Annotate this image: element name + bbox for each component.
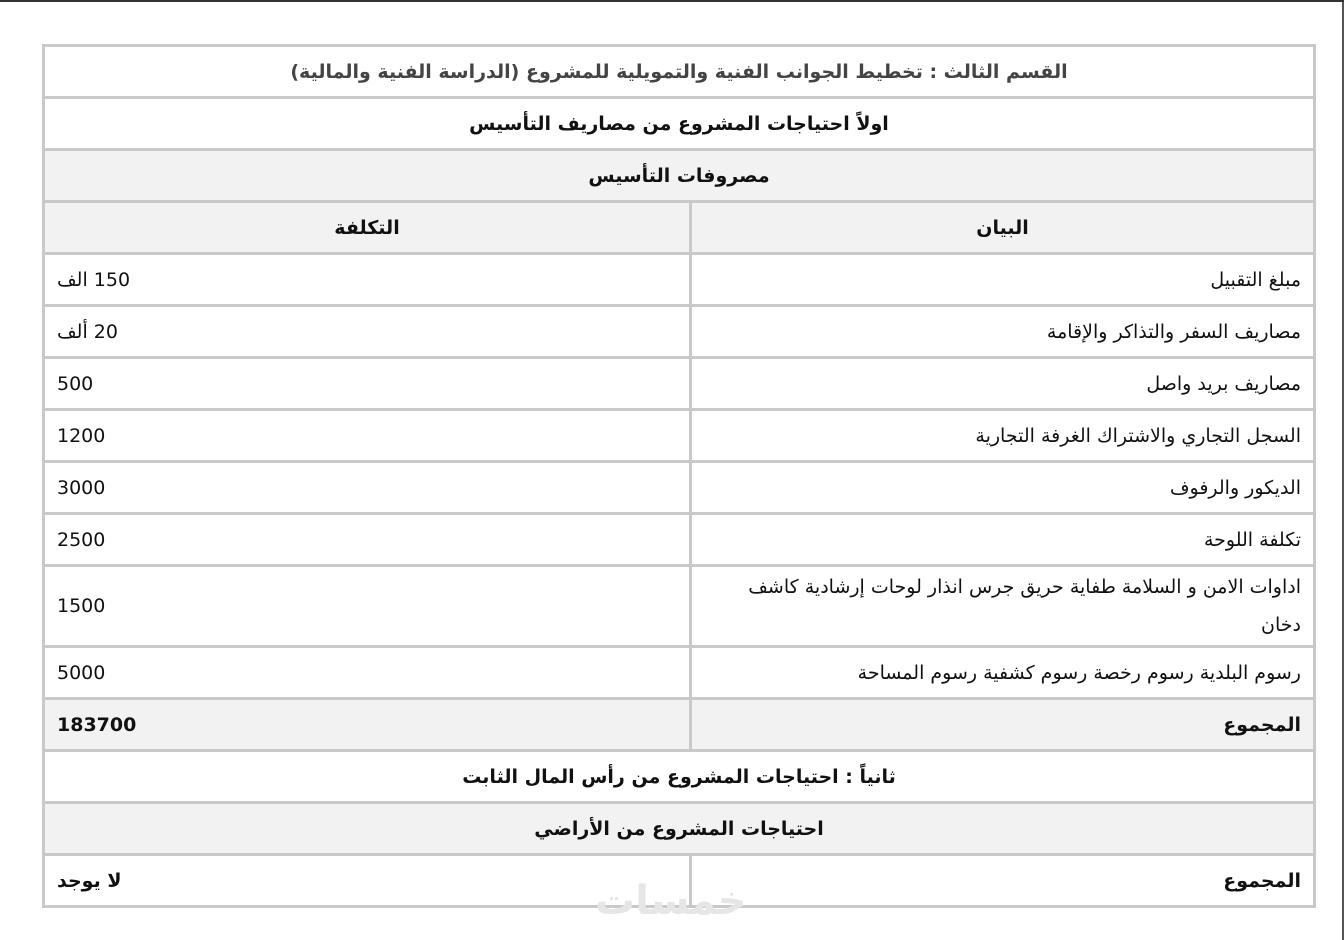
part1-title: اولاً احتياجات المشروع من مصاريف التأسيس — [42, 96, 1316, 151]
watermark-logo: خمسات — [595, 878, 747, 924]
land-total-value: لا يوجد — [42, 853, 692, 908]
table-row: السجل التجاري والاشتراك الغرفة التجارية 1… — [42, 408, 1316, 463]
table-title: مصروفات التأسيس — [42, 148, 1316, 203]
row-item: الديكور والرفوف — [689, 460, 1316, 515]
land-title: احتياجات المشروع من الأراضي — [42, 801, 1316, 856]
total-label: المجموع — [689, 697, 1316, 752]
section-title: القسم الثالث : تخطيط الجوانب الفنية والت… — [42, 44, 1316, 99]
row-cost: 5000 — [42, 645, 692, 700]
land-total-row: المجموع لا يوجد — [42, 853, 1316, 908]
row-item: مصاريف السفر والتذاكر والإقامة — [689, 304, 1316, 359]
table-row: مصاريف بريد واصل 500 — [42, 356, 1316, 411]
table-row: تكلفة اللوحة 2500 — [42, 512, 1316, 567]
row-item: السجل التجاري والاشتراك الغرفة التجارية — [689, 408, 1316, 463]
startup-costs-table: القسم الثالث : تخطيط الجوانب الفنية والت… — [42, 44, 1316, 908]
header-cost: التكلفة — [42, 200, 692, 255]
row-cost: 1500 — [42, 564, 692, 648]
window-edge — [1342, 2, 1344, 940]
land-total-label: المجموع — [689, 853, 1316, 908]
part2-title: ثانياً : احتياجات المشروع من رأس المال ا… — [42, 749, 1316, 804]
row-item: رسوم البلدية رسوم رخصة رسوم كشفية رسوم ا… — [689, 645, 1316, 700]
table-row: مبلغ التقبيل 150 الف — [42, 252, 1316, 307]
table-row: رسوم البلدية رسوم رخصة رسوم كشفية رسوم ا… — [42, 645, 1316, 700]
row-cost: 500 — [42, 356, 692, 411]
row-cost: 20 ألف — [42, 304, 692, 359]
table-row: الديكور والرفوف 3000 — [42, 460, 1316, 515]
header-item: البيان — [689, 200, 1316, 255]
row-item: مبلغ التقبيل — [689, 252, 1316, 307]
row-item: مصاريف بريد واصل — [689, 356, 1316, 411]
row-cost: 150 الف — [42, 252, 692, 307]
total-value: 183700 — [42, 697, 692, 752]
row-cost: 3000 — [42, 460, 692, 515]
row-cost: 2500 — [42, 512, 692, 567]
table-row: اداوات الامن و السلامة طفاية حريق جرس ان… — [42, 564, 1316, 648]
row-item: تكلفة اللوحة — [689, 512, 1316, 567]
table-row: مصاريف السفر والتذاكر والإقامة 20 ألف — [42, 304, 1316, 359]
row-cost: 1200 — [42, 408, 692, 463]
row-item: اداوات الامن و السلامة طفاية حريق جرس ان… — [689, 564, 1316, 648]
total-row: المجموع 183700 — [42, 697, 1316, 752]
